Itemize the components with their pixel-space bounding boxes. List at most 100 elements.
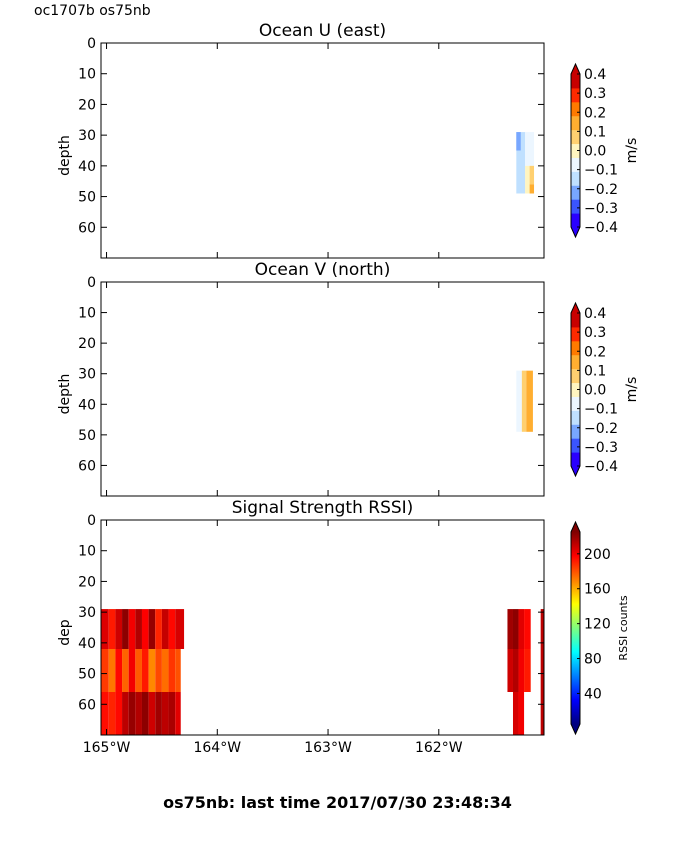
heatmap-cell [512,692,519,735]
y-tick-label: 0 [87,513,96,529]
y-tick-label: 60 [78,697,96,713]
y-tick-label: 50 [78,667,96,683]
heatmap-cell [101,649,109,692]
last-time-footer: os75nb: last time 2017/07/30 23:48:34 [163,793,512,812]
heatmap-cell [516,132,526,194]
colorbar-tick-label: 160 [584,582,611,598]
heatmap-cell [516,370,522,432]
colorbar-tick-label: −0.4 [584,459,618,475]
colorbar-gradient [571,532,580,724]
colorbar-segment [571,143,580,158]
chart-panel-2: Ocean V (north)0102030405060depth0.40.30… [57,260,640,497]
y-tick-label: 30 [78,605,96,621]
colorbar-segment [571,74,580,89]
panel-title: Signal Strength RSSI) [232,498,414,518]
panel-title: Ocean V (north) [255,260,391,280]
colorbar-outline [570,520,581,736]
heatmap-cell [115,609,123,649]
heatmap-cell [518,649,525,692]
heatmap-cell [108,692,116,735]
y-tick-label: 10 [78,306,96,322]
heatmap-cell [529,184,535,194]
colorbar-tick-label: 0.2 [584,344,606,360]
colorbar-label: RSSI counts [617,595,630,660]
heatmap-cell [168,692,176,735]
colorbar-tick-label: 40 [584,686,602,702]
heatmap-cell [135,609,142,649]
heatmap-cell [148,609,156,649]
colorbar-segment [571,354,580,370]
heatmap-cell [525,165,530,194]
panel-title: Ocean U (east) [259,21,386,41]
colorbar-tick-label: −0.3 [584,440,618,456]
heatmap-cell [518,609,525,649]
heatmap-cell [155,692,162,735]
y-tick-label: 60 [78,220,96,236]
colorbar-tick-label: 0.1 [584,124,606,140]
colorbar: 0.4 0.3 0.2 0.1 0.0 −0.1 −0.2 −0.3 −0.4 m/s [570,301,640,478]
heatmap-cell [122,692,129,735]
heatmap-cell [175,692,181,735]
heatmap-cell [122,649,129,692]
colorbar-segment [571,368,580,384]
y-tick-label: 30 [78,367,96,383]
heatmap-cell [148,649,156,692]
heatmap-cell [115,649,123,692]
colorbar-extend-bottom [571,724,580,734]
heatmap-cell [128,649,136,692]
heatmap-cell [128,692,136,735]
heatmap-cell [512,609,519,649]
heatmap-cell [128,609,136,649]
heatmap-cell [529,165,535,185]
heatmap-cell [507,609,513,649]
axes-frame [100,42,545,259]
colorbar-segment [571,199,580,214]
y-tick-label: 50 [78,428,96,444]
y-tick-label: 10 [78,544,96,560]
heatmap-cell [175,649,181,692]
colorbar-tick-label: 0.1 [584,363,606,379]
colorbar-tick-label: 0.2 [584,105,606,121]
heatmap-cell [135,692,142,735]
colorbar-segment [571,185,580,200]
heatmap-cell [108,609,116,649]
colorbar-segment [571,87,580,103]
axes-frame [100,281,545,497]
heatmap-cell [175,609,185,649]
colorbar-segment [571,101,580,117]
colorbar-segment [571,326,580,342]
y-tick-label: 0 [87,36,96,52]
heatmap-cell [516,132,521,151]
colorbar-segment [571,213,580,228]
colorbar-extend-top [571,303,580,313]
heatmap-cell [141,692,149,735]
colorbar-tick-label: −0.4 [584,220,618,236]
heatmap-cell [524,649,531,692]
heatmap-cell [115,692,123,735]
colorbar-segment [571,115,580,131]
colorbar-segment [571,313,580,328]
y-tick-label: 0 [87,275,96,291]
heatmap-cell [518,692,525,735]
heatmap-cell [512,649,519,692]
heatmap-cell [101,609,109,649]
x-tick-label: 165°W [83,740,131,756]
heatmap-cells [101,609,544,735]
y-tick-label: 40 [78,159,96,175]
colorbar-tick-label: −0.3 [584,201,618,217]
colorbar-tick-label: 0.4 [584,306,606,322]
heatmap-cell [141,649,149,692]
heatmap-cell [161,692,169,735]
colorbar-tick-label: 0.0 [584,144,606,160]
chart-panel-1: Ocean U (east)0102030405060depth0.40.30.… [57,21,640,259]
heatmap-cells [516,370,533,432]
colorbar-label: m/s [624,138,640,164]
colorbar-segment [571,452,580,467]
chart-panel-3: Signal Strength RSSI) 0 10 20 30 40 50 60 165°W 1… [57,498,630,756]
colorbar-extend-top [571,64,580,74]
y-tick-label: 20 [78,97,96,113]
y-tick-label: 20 [78,336,96,352]
colorbar-segment [571,396,580,411]
heatmap-cell [135,649,142,692]
